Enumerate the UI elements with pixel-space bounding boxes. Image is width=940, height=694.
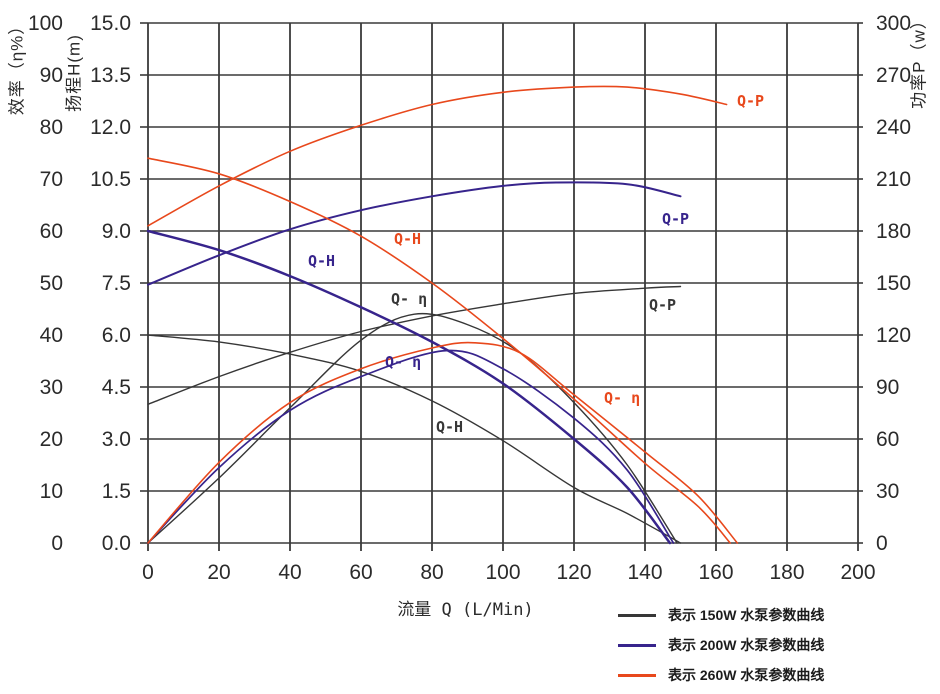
legend-item-150w: 表示 150W 水泵参数曲线 [618,600,824,630]
curve-260w-q-η [147,341,739,544]
flow-tick-label: 140 [627,561,662,584]
curve-label-260w-q-p: Q-P [737,92,765,110]
flow-tick-label: 200 [840,561,875,584]
head-tick-label: 15.0 [90,12,131,35]
power-tick-label: 240 [876,116,911,139]
head-tick-label: 1.5 [102,480,131,503]
curve-label-200w-q-p: Q-P [662,210,690,228]
power-tick-label: 210 [876,168,911,191]
curve-260w-q-h [147,157,731,544]
curve-label-150w-q-h: Q-H [436,418,464,436]
legend-line-swatch-150w [618,613,656,617]
curve-label-150w-q-η: Q- η [391,290,428,308]
power-tick-label: 180 [876,220,911,243]
flow-tick-label: 100 [485,561,520,584]
power-tick-label: 300 [876,12,911,35]
efficiency-tick-label: 60 [40,220,63,243]
power-tick-label: 150 [876,272,911,295]
curve-label-200w-q-η: Q- η [385,353,422,371]
legend-label-150w: 表示 150W 水泵参数曲线 [668,607,825,623]
efficiency-tick-label: 40 [40,324,63,347]
head-tick-label: 9.0 [102,220,131,243]
efficiency-tick-label: 30 [40,376,63,399]
efficiency-tick-label: 0 [51,532,63,555]
head-tick-label: 4.5 [102,376,131,399]
curve-150w-q-η [147,312,678,544]
flow-tick-label: 40 [278,561,301,584]
power-tick-label: 120 [876,324,911,347]
legend-item-260w: 表示 260W 水泵参数曲线 [618,660,824,690]
curve-label-200w-q-h: Q-H [308,252,336,270]
power-tick-label: 270 [876,64,911,87]
curve-150w-q-h [147,334,682,544]
flow-tick-label: 120 [556,561,591,584]
legend: 表示 150W 水泵参数曲线 表示 200W 水泵参数曲线 表示 260W 水泵… [618,600,824,690]
curve-label-260w-q-η: Q- η [604,389,641,407]
efficiency-tick-label: 90 [40,64,63,87]
efficiency-tick-label: 80 [40,116,63,139]
flow-tick-label: 0 [142,561,154,584]
flow-tick-label: 160 [698,561,733,584]
flow-tick-label: 80 [420,561,443,584]
curve-200w-q-h [146,229,672,545]
efficiency-tick-label: 70 [40,168,63,191]
power-tick-label: 60 [876,428,899,451]
head-tick-label: 10.5 [90,168,131,191]
efficiency-tick-label: 100 [28,12,63,35]
head-tick-label: 13.5 [90,64,131,87]
curve-260w-q-p [147,85,728,227]
curve-label-260w-q-h: Q-H [394,230,422,248]
curve-200w-q-η [147,349,675,544]
curve-150w-q-p [147,285,682,405]
flow-axis-title: 流量 Q (L/Min) [397,600,534,620]
head-tick-label: 7.5 [102,272,131,295]
head-axis-title: 扬程H(m) [64,34,84,112]
power-axis-title: 功率P（w） [909,11,929,109]
curve-label-150w-q-p: Q-P [649,296,677,314]
flow-tick-label: 20 [207,561,230,584]
head-tick-label: 12.0 [90,116,131,139]
power-tick-label: 30 [876,480,899,503]
legend-item-200w: 表示 200W 水泵参数曲线 [618,630,824,660]
head-tick-label: 3.0 [102,428,131,451]
legend-label-200w: 表示 200W 水泵参数曲线 [668,637,825,653]
power-tick-label: 0 [876,532,888,555]
efficiency-tick-label: 20 [40,428,63,451]
efficiency-tick-label: 50 [40,272,63,295]
legend-line-swatch-200w [618,643,656,647]
efficiency-tick-label: 10 [40,480,63,503]
curve-200w-q-p [147,181,682,286]
flow-tick-label: 180 [769,561,804,584]
legend-label-260w: 表示 260W 水泵参数曲线 [668,667,825,683]
head-tick-label: 0.0 [102,532,131,555]
head-tick-label: 6.0 [102,324,131,347]
power-tick-label: 90 [876,376,899,399]
efficiency-axis-title: 效率（η%） [7,16,27,116]
legend-line-swatch-260w [618,673,656,677]
flow-tick-label: 60 [349,561,372,584]
